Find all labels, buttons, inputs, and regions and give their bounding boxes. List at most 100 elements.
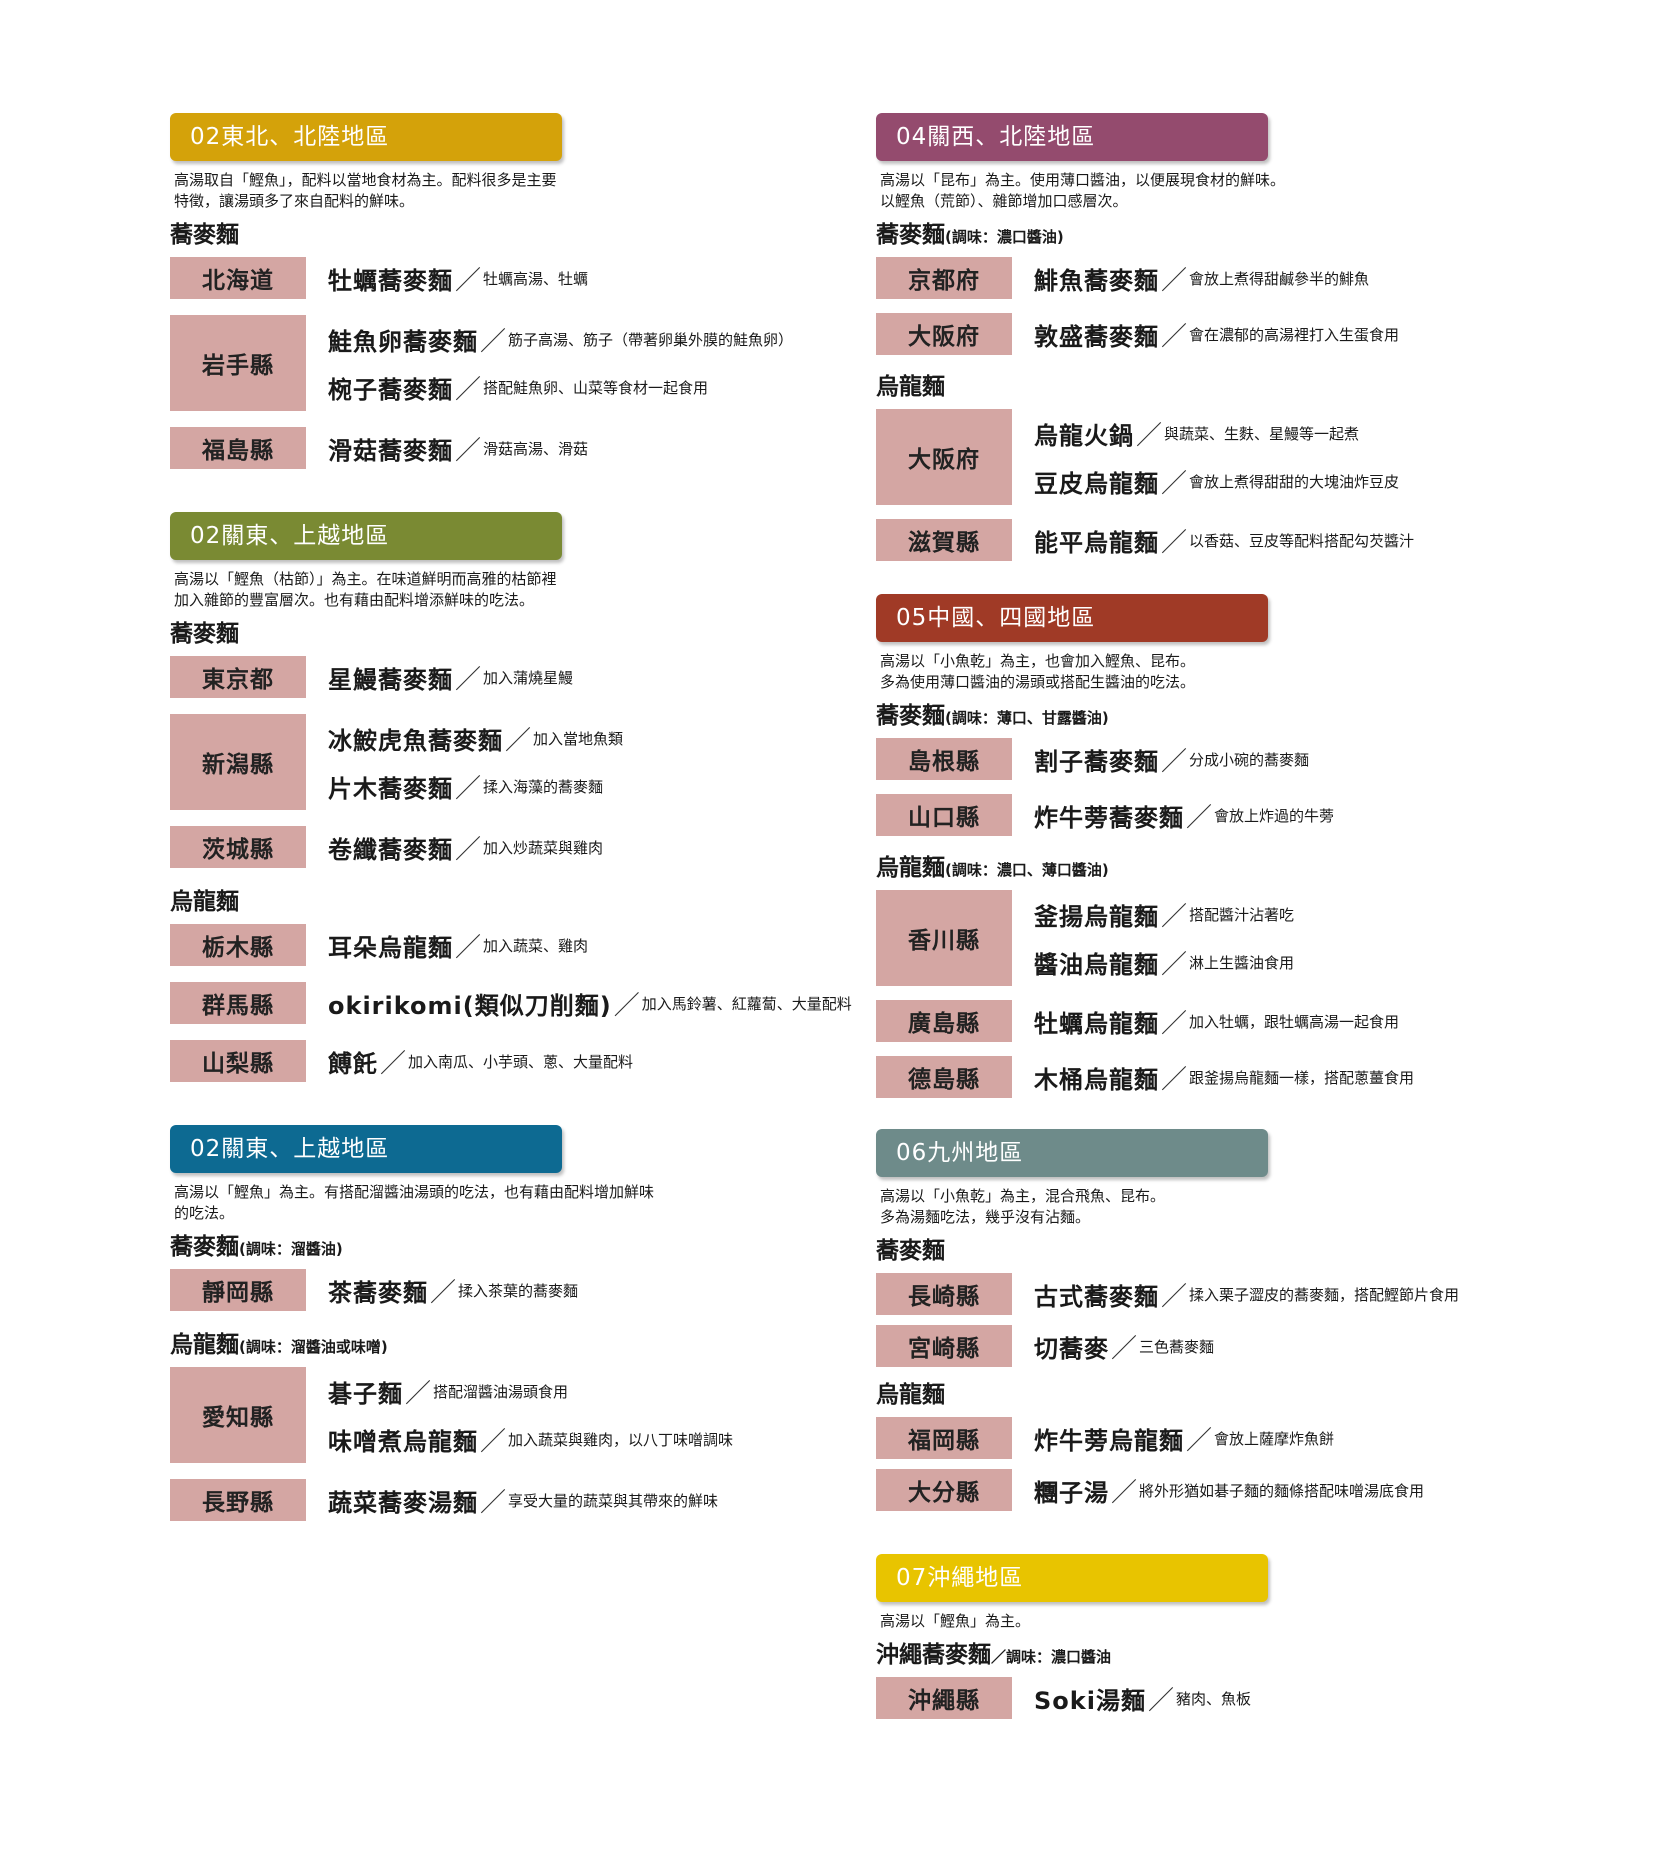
prefecture-row: 德島縣 木桶烏龍麵／跟釜揚烏龍麵一樣，搭配蔥薑食用 bbox=[876, 1056, 1576, 1098]
dish-list: 牡蠣烏龍麵／加入牡蠣，跟牡蠣高湯一起食用 bbox=[1034, 1000, 1399, 1042]
dish-description: 會放上煮得甜鹹參半的鯡魚 bbox=[1189, 269, 1370, 288]
dish-description: 搭配溜醬油湯頭食用 bbox=[433, 1382, 569, 1401]
slash-separator: ／ bbox=[1161, 1008, 1188, 1039]
dish-name: 冰鮟虎魚蕎麥麵 bbox=[328, 726, 503, 755]
region-banner: 05中國、四國地區 bbox=[876, 594, 1268, 642]
dish-name: 炸牛蒡烏龍麵 bbox=[1034, 1426, 1184, 1455]
slash-separator: ／ bbox=[1161, 321, 1188, 352]
dish-name: 敦盛蕎麥麵 bbox=[1034, 322, 1159, 351]
dish-description: 搭配鮭魚卵、山菜等食材一起食用 bbox=[483, 378, 709, 397]
region-section: 07沖繩地區 高湯以「鰹魚」為主。 沖繩蕎麥麵／調味：濃口醬油 沖繩縣 Soki湯麵／豬… bbox=[876, 1554, 1576, 1729]
dish-item: 茶蕎麥麵／揉入茶葉的蕎麥麵 bbox=[328, 1269, 578, 1311]
seasoning-note: (調味：溜醬油) bbox=[239, 1240, 343, 1258]
prefecture-label: 德島縣 bbox=[876, 1056, 1012, 1098]
dish-name: 豆皮烏龍麵 bbox=[1034, 469, 1159, 498]
dish-list: okirikomi(類似刀削麵) ／加入馬鈴薯、紅蘿蔔、大量配料 bbox=[328, 982, 852, 1024]
noodle-type-label: 烏龍麵 bbox=[876, 374, 945, 400]
dish-list: 炸牛蒡蕎麥麵／會放上炸過的牛蒡 bbox=[1034, 794, 1334, 836]
prefecture-row: 大阪府 敦盛蕎麥麵／會在濃郁的高湯裡打入生蛋食用 bbox=[876, 313, 1576, 355]
noodle-type-heading: 烏龍麵(調味：溜醬油或味噌) bbox=[170, 1327, 870, 1367]
dish-item: 醬油烏龍麵／淋上生醬油食用 bbox=[1034, 939, 1294, 985]
dish-list: 滑菇蕎麥麵／滑菇高湯、滑菇 bbox=[328, 427, 588, 469]
slash-separator: ／ bbox=[480, 1487, 507, 1518]
dish-description: 會在濃郁的高湯裡打入生蛋食用 bbox=[1189, 325, 1400, 344]
dish-description: 加入當地魚類 bbox=[533, 729, 624, 748]
dish-item: 星鰻蕎麥麵／加入蒲燒星鰻 bbox=[328, 656, 573, 698]
dish-item: 鮭魚卵蕎麥麵／筋子高湯、筋子（帶著卵巢外膜的鮭魚卵） bbox=[328, 316, 793, 362]
dish-list: 糰子湯／將外形猶如碁子麵的麵條搭配味噌湯底食用 bbox=[1034, 1469, 1424, 1511]
dish-list: 耳朵烏龍麵／加入蔬菜、雞肉 bbox=[328, 924, 588, 966]
slash-separator: ／ bbox=[1147, 1685, 1174, 1716]
noodle-type-label: 烏龍麵 bbox=[170, 889, 239, 915]
prefecture-label: 京都府 bbox=[876, 257, 1012, 299]
slash-separator: ／ bbox=[1161, 746, 1188, 777]
region-description: 高湯取自「鰹魚」，配料以當地食材為主。配料很多是主要 特徵，讓湯頭多了來自配料的… bbox=[174, 171, 557, 210]
dish-list: 能平烏龍麵／以香菇、豆皮等配料搭配勾芡醬汁 bbox=[1034, 519, 1414, 561]
prefecture-row: 沖繩縣 Soki湯麵／豬肉、魚板 bbox=[876, 1677, 1576, 1719]
prefecture-row: 香川縣 釜揚烏龍麵／搭配醬汁沾著吃 醬油烏龍麵／淋上生醬油食用 bbox=[876, 890, 1576, 986]
dish-description: 將外形猶如碁子麵的麵條搭配味噌湯底食用 bbox=[1139, 1481, 1425, 1500]
seasoning-note: (調味：薄口、甘露醬油) bbox=[945, 709, 1109, 727]
dish-list: 牡蠣蕎麥麵／牡蠣高湯、牡蠣 bbox=[328, 257, 588, 299]
prefecture-row: 京都府 鯡魚蕎麥麵／會放上煮得甜鹹參半的鯡魚 bbox=[876, 257, 1576, 299]
slash-separator: ／ bbox=[1111, 1477, 1138, 1508]
dish-item: 炸牛蒡烏龍麵／會放上薩摩炸魚餅 bbox=[1034, 1417, 1334, 1459]
dish-item: 鯡魚蕎麥麵／會放上煮得甜鹹參半的鯡魚 bbox=[1034, 257, 1369, 299]
prefecture-label: 愛知縣 bbox=[170, 1367, 306, 1463]
slash-separator: ／ bbox=[455, 664, 482, 695]
dish-description: 加入馬鈴薯、紅蘿蔔、大量配料 bbox=[641, 994, 852, 1013]
slash-separator: ／ bbox=[480, 1426, 507, 1457]
dish-name: 茶蕎麥麵 bbox=[328, 1278, 428, 1307]
region-banner: 02東北、北陸地區 bbox=[170, 113, 562, 161]
prefecture-label: 大阪府 bbox=[876, 313, 1012, 355]
dish-name: 釜揚烏龍麵 bbox=[1034, 902, 1159, 931]
noodle-type-label: 蕎麥麵 bbox=[876, 1238, 945, 1264]
dish-description: 滑菇高湯、滑菇 bbox=[483, 439, 589, 458]
dish-list: 木桶烏龍麵／跟釜揚烏龍麵一樣，搭配蔥薑食用 bbox=[1034, 1056, 1414, 1098]
noodle-type-heading: 烏龍麵(調味：濃口、薄口醬油) bbox=[876, 850, 1576, 890]
prefecture-label: 新潟縣 bbox=[170, 714, 306, 810]
prefecture-label: 栃木縣 bbox=[170, 924, 306, 966]
dish-item: 烏龍火鍋／與蔬菜、生麩、星鰻等一起煮 bbox=[1034, 410, 1399, 456]
dish-list: 茶蕎麥麵／揉入茶葉的蕎麥麵 bbox=[328, 1269, 578, 1311]
dish-description: 淋上生醬油食用 bbox=[1189, 953, 1295, 972]
noodle-type-label: 沖繩蕎麥麵 bbox=[876, 1642, 991, 1668]
region-section: 02東北、北陸地區高湯取自「鰹魚」，配料以當地食材為主。配料很多是主要 特徵，讓… bbox=[170, 113, 870, 485]
noodle-type-heading: 蕎麥麵 bbox=[876, 1233, 1576, 1273]
dish-name: 星鰻蕎麥麵 bbox=[328, 665, 453, 694]
prefecture-row: 茨城縣 卷纖蕎麥麵／加入炒蔬菜與雞肉 bbox=[170, 826, 870, 868]
dish-name: 碁子麵 bbox=[328, 1379, 403, 1408]
region-description: 高湯以「鰹魚」為主。 bbox=[880, 1612, 1031, 1630]
dish-name: 古式蕎麥麵 bbox=[1034, 1282, 1159, 1311]
prefecture-label: 北海道 bbox=[170, 257, 306, 299]
prefecture-label: 島根縣 bbox=[876, 738, 1012, 780]
dish-description: 加入蔬菜與雞肉，以八丁味噌調味 bbox=[508, 1430, 734, 1449]
dish-description: 加入牡蠣，跟牡蠣高湯一起食用 bbox=[1189, 1012, 1400, 1031]
dish-description: 加入蔬菜、雞肉 bbox=[483, 936, 589, 955]
region-banner: 04關西、北陸地區 bbox=[876, 113, 1268, 161]
prefecture-row: 群馬縣 okirikomi(類似刀削麵) ／加入馬鈴薯、紅蘿蔔、大量配料 bbox=[170, 982, 870, 1024]
prefecture-row: 栃木縣 耳朵烏龍麵／加入蔬菜、雞肉 bbox=[170, 924, 870, 966]
dish-list: 餺飥／加入南瓜、小芋頭、蔥、大量配料 bbox=[328, 1040, 633, 1082]
slash-separator: ／ bbox=[1161, 901, 1188, 932]
dish-list: 碁子麵／搭配溜醬油湯頭食用 味噌煮烏龍麵／加入蔬菜與雞肉，以八丁味噌調味 bbox=[328, 1367, 733, 1463]
region-section: 04關西、北陸地區 高湯以「昆布」為主。使用薄口醬油，以便展現食材的鮮味。 以鰹魚… bbox=[876, 113, 1576, 575]
dish-description: 搭配醬汁沾著吃 bbox=[1189, 905, 1295, 924]
prefecture-row: 福岡縣 炸牛蒡烏龍麵／會放上薩摩炸魚餅 bbox=[876, 1417, 1576, 1459]
dish-description: 會放上薩摩炸魚餅 bbox=[1214, 1429, 1335, 1448]
dish-list: 鮭魚卵蕎麥麵／筋子高湯、筋子（帶著卵巢外膜的鮭魚卵） 椀子蕎麥麵／搭配鮭魚卵、山菜… bbox=[328, 315, 793, 411]
slash-separator: ／ bbox=[1111, 1333, 1138, 1364]
dish-list: 釜揚烏龍麵／搭配醬汁沾著吃醬油烏龍麵／淋上生醬油食用 bbox=[1034, 890, 1294, 986]
seasoning-note: ／調味：濃口醬油 bbox=[991, 1648, 1112, 1666]
prefecture-row: 山梨縣 餺飥／加入南瓜、小芋頭、蔥、大量配料 bbox=[170, 1040, 870, 1082]
prefecture-label: 茨城縣 bbox=[170, 826, 306, 868]
noodle-type-label: 蕎麥麵 bbox=[170, 1234, 239, 1260]
dish-list: 烏龍火鍋／與蔬菜、生麩、星鰻等一起煮 豆皮烏龍麵／會放上煮得甜甜的大塊油炸豆皮 bbox=[1034, 409, 1399, 505]
dish-name: 烏龍火鍋 bbox=[1034, 421, 1134, 450]
seasoning-note: (調味：溜醬油或味噌) bbox=[239, 1338, 388, 1356]
prefecture-label: 東京都 bbox=[170, 656, 306, 698]
dish-item: 滑菇蕎麥麵／滑菇高湯、滑菇 bbox=[328, 427, 588, 469]
dish-description: 跟釜揚烏龍麵一樣，搭配蔥薑食用 bbox=[1189, 1068, 1415, 1087]
dish-item: 切蕎麥／三色蕎麥麵 bbox=[1034, 1325, 1214, 1367]
dish-description: 三色蕎麥麵 bbox=[1139, 1337, 1215, 1356]
